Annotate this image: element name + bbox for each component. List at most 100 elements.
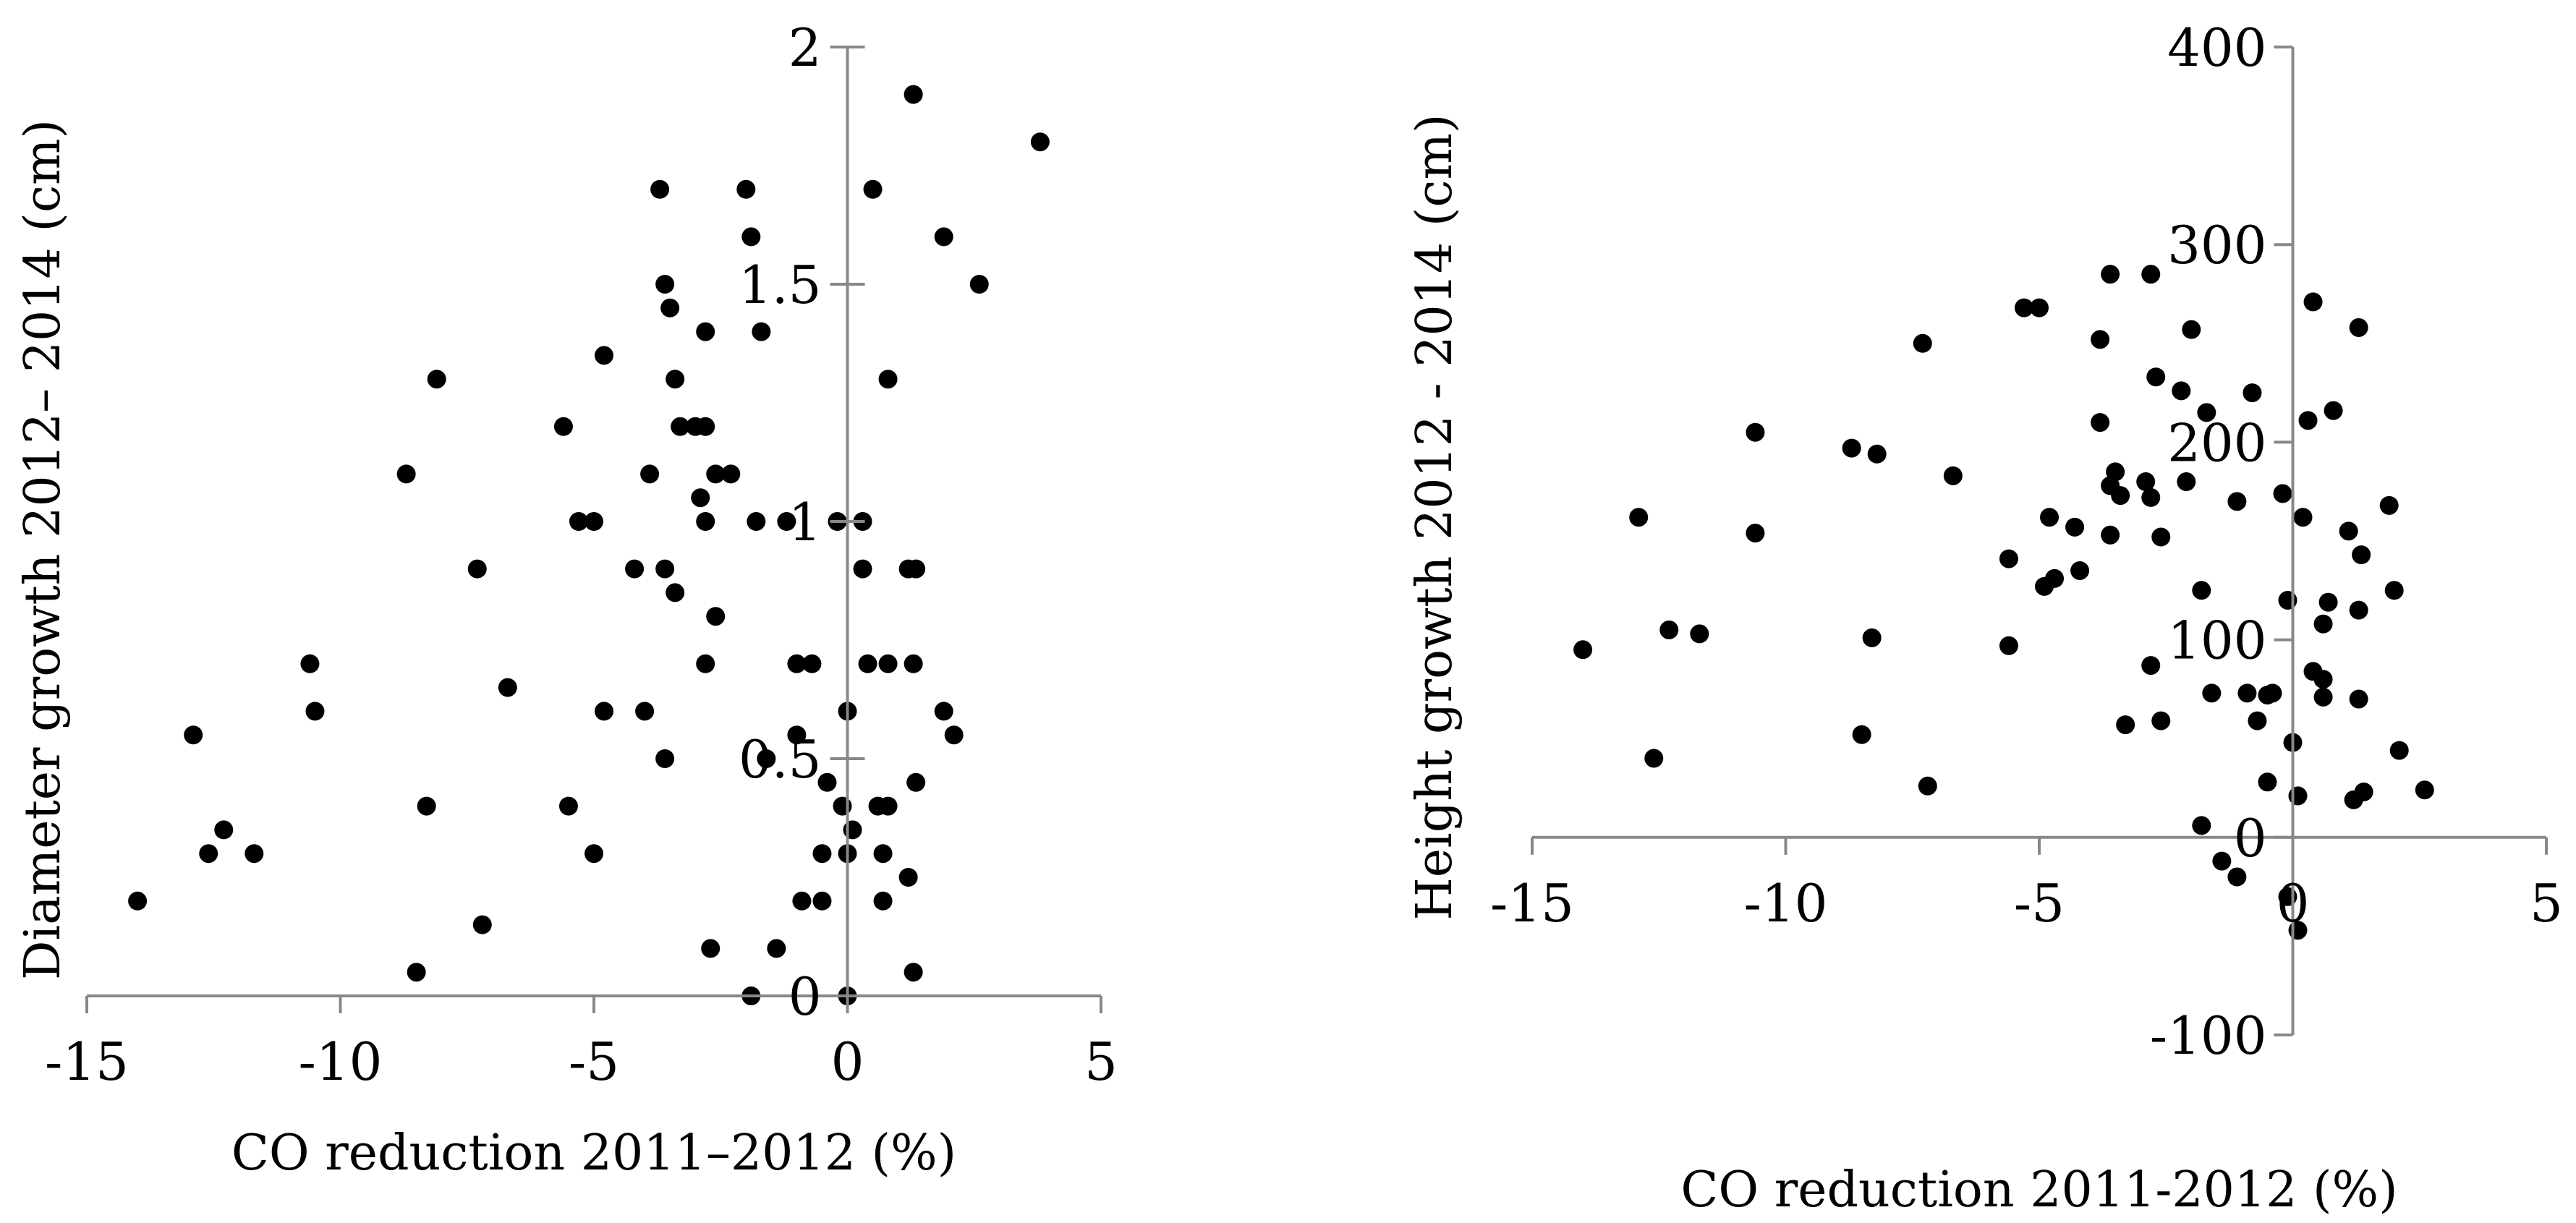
data-point bbox=[792, 891, 812, 911]
data-point bbox=[2065, 517, 2085, 537]
data-point bbox=[1644, 749, 1664, 768]
data-point bbox=[2293, 508, 2313, 527]
data-point bbox=[853, 559, 872, 579]
right-y-tick-label: 200 bbox=[2167, 412, 2266, 473]
data-point bbox=[904, 654, 923, 673]
data-point bbox=[906, 559, 926, 579]
data-point bbox=[2030, 298, 2049, 318]
data-point bbox=[655, 559, 675, 579]
data-point bbox=[184, 725, 203, 745]
data-point bbox=[2091, 413, 2110, 432]
data-point bbox=[2349, 600, 2368, 620]
data-point bbox=[1867, 444, 1887, 464]
data-point bbox=[878, 370, 898, 389]
data-point bbox=[558, 796, 578, 816]
data-point bbox=[2313, 670, 2333, 689]
data-point bbox=[858, 654, 877, 673]
data-point bbox=[128, 891, 148, 911]
data-point bbox=[777, 512, 796, 531]
data-point bbox=[878, 654, 898, 673]
data-point bbox=[2141, 487, 2161, 507]
data-point bbox=[2313, 687, 2333, 707]
data-point bbox=[666, 583, 685, 602]
data-point bbox=[245, 844, 264, 864]
left-y-tick-label: 2 bbox=[788, 17, 822, 78]
right-y-tick-label: -100 bbox=[2150, 1005, 2267, 1066]
data-point bbox=[1862, 628, 1882, 647]
data-point bbox=[706, 607, 726, 626]
data-point bbox=[904, 963, 923, 982]
data-point bbox=[1746, 422, 1765, 442]
left-x-ticks: -15 -10 -5 0 5 bbox=[45, 996, 1118, 1092]
left-x-tick-label: -5 bbox=[569, 1031, 619, 1092]
data-point bbox=[2141, 265, 2161, 284]
data-point bbox=[2313, 614, 2333, 634]
data-point bbox=[873, 891, 893, 911]
data-point bbox=[1918, 776, 1937, 796]
data-point bbox=[595, 702, 614, 721]
right-x-tick-label: 5 bbox=[2530, 873, 2563, 934]
data-point bbox=[595, 346, 614, 365]
data-point bbox=[1573, 640, 1593, 660]
data-point bbox=[666, 370, 685, 389]
left-y-tick-label: 1.5 bbox=[739, 255, 822, 315]
data-point bbox=[660, 298, 680, 318]
data-point bbox=[833, 796, 852, 816]
data-point bbox=[2192, 816, 2211, 835]
data-point bbox=[2014, 298, 2033, 318]
data-point bbox=[2146, 367, 2166, 387]
data-point bbox=[767, 939, 786, 958]
left-x-tick-label: 0 bbox=[831, 1031, 864, 1092]
left-y-axis-title: Diameter growth 2012– 2014 (cm) bbox=[14, 119, 72, 980]
data-point bbox=[817, 772, 837, 792]
data-point bbox=[906, 772, 926, 792]
right-x-tick-label: -10 bbox=[1744, 873, 1828, 934]
data-point bbox=[635, 702, 655, 721]
data-point bbox=[585, 512, 603, 531]
data-point bbox=[553, 417, 573, 436]
data-point bbox=[1913, 333, 1932, 353]
left-x-tick-label: -15 bbox=[45, 1031, 129, 1092]
data-point bbox=[2389, 741, 2409, 760]
data-point bbox=[2101, 525, 2120, 545]
data-point bbox=[2248, 711, 2267, 730]
data-point bbox=[569, 512, 588, 531]
data-point bbox=[2101, 265, 2120, 284]
data-point bbox=[1999, 636, 2018, 655]
right-y-ticks: -100 0 100 200 300 400 bbox=[2150, 17, 2293, 1066]
left-y-ticks: 0 0.5 1 1.5 2 bbox=[739, 17, 865, 1027]
right-y-axis-title: Height growth 2012 - 2014 (cm) bbox=[1406, 114, 1463, 920]
data-point bbox=[2258, 772, 2277, 792]
data-point bbox=[2349, 318, 2368, 337]
data-point bbox=[802, 654, 822, 673]
data-point bbox=[472, 915, 492, 934]
data-point bbox=[934, 702, 953, 721]
data-point bbox=[721, 464, 741, 484]
data-point bbox=[969, 275, 989, 294]
right-y-tick-label: 300 bbox=[2167, 215, 2266, 276]
data-point bbox=[2091, 330, 2110, 349]
diameter-growth-chart: -15 -10 -5 0 5 0 0.5 1 1.5 2 CO reduction 2011–2… bbox=[14, 17, 1118, 1182]
data-point bbox=[878, 796, 898, 816]
data-point bbox=[843, 820, 862, 840]
data-point bbox=[1746, 524, 1765, 543]
data-point bbox=[2318, 592, 2338, 612]
data-point bbox=[2040, 508, 2059, 527]
data-point bbox=[199, 844, 218, 864]
data-point bbox=[747, 512, 766, 531]
data-point bbox=[2182, 320, 2201, 339]
data-point bbox=[655, 749, 675, 768]
diameter-points bbox=[128, 85, 1050, 1005]
data-point bbox=[736, 179, 756, 199]
data-point bbox=[2151, 711, 2171, 730]
data-point bbox=[2379, 495, 2399, 515]
data-point bbox=[1852, 725, 1871, 744]
data-point bbox=[2288, 786, 2308, 806]
data-point bbox=[696, 322, 715, 341]
data-point bbox=[2324, 401, 2343, 420]
data-point bbox=[655, 275, 675, 294]
data-point bbox=[944, 725, 964, 745]
data-point bbox=[691, 488, 710, 508]
left-x-tick-label: -10 bbox=[299, 1031, 383, 1092]
